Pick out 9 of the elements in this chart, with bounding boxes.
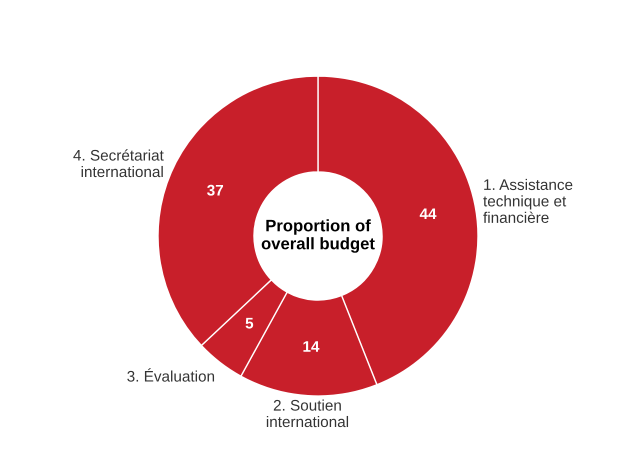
slice-label: 2. Soutien international <box>266 399 348 428</box>
text: Proportion of overall budget <box>262 219 375 253</box>
data-label: 44 <box>420 208 436 219</box>
slice-label: 4. Secrétariat international <box>73 149 164 178</box>
slice-label: 1. Assistance technique et financière <box>483 178 572 223</box>
slice-label: 3. Évaluation <box>127 368 214 382</box>
data-label: 37 <box>207 184 224 196</box>
data-label: 14 <box>303 341 320 352</box>
data-label: 5 <box>246 318 254 329</box>
